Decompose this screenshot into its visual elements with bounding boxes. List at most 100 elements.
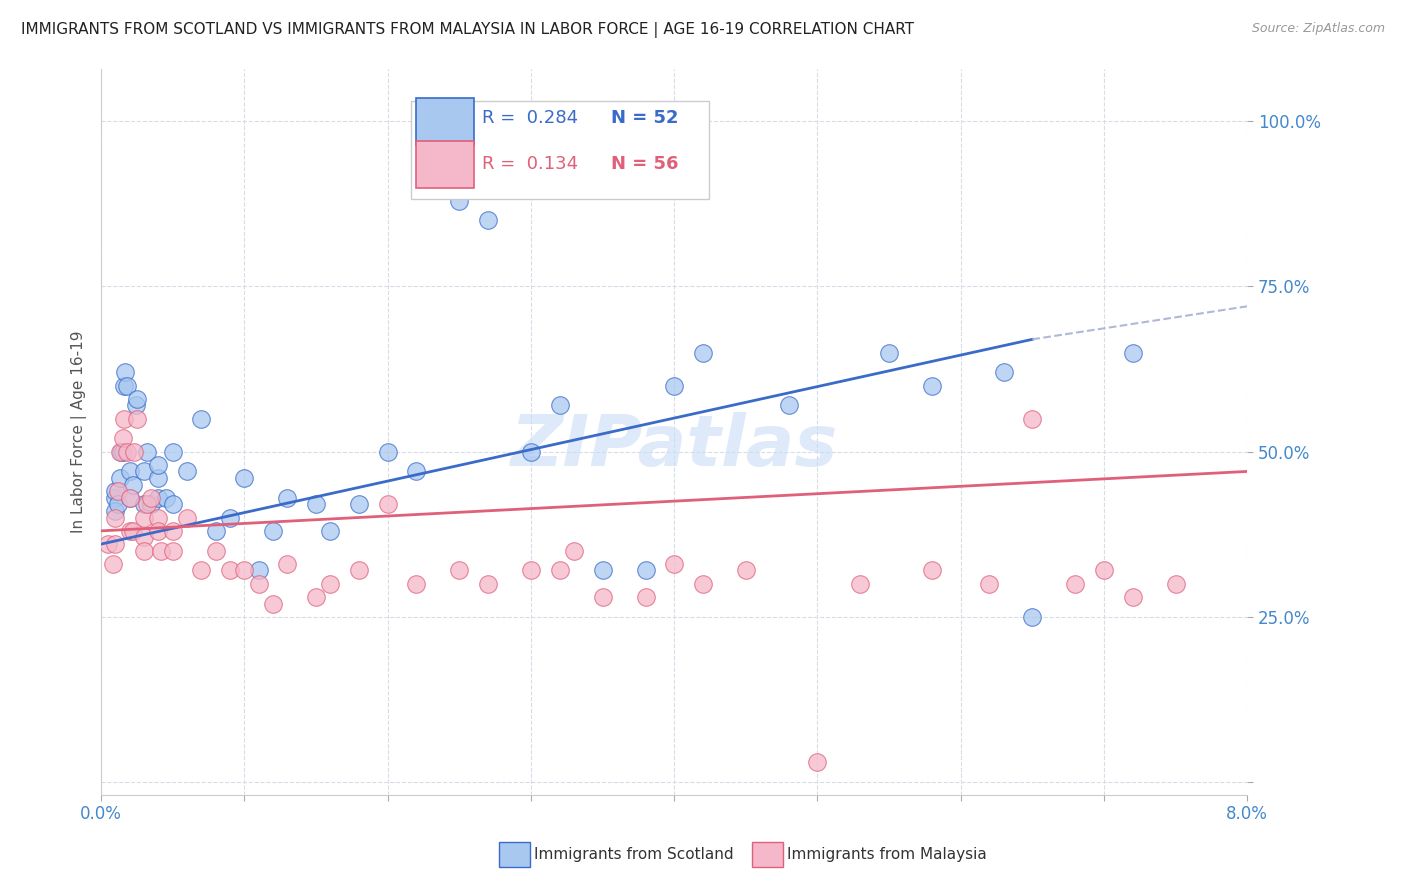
Text: IMMIGRANTS FROM SCOTLAND VS IMMIGRANTS FROM MALAYSIA IN LABOR FORCE | AGE 16-19 : IMMIGRANTS FROM SCOTLAND VS IMMIGRANTS F… — [21, 22, 914, 38]
Point — [114, 365, 136, 379]
Point — [162, 444, 184, 458]
Point — [132, 498, 155, 512]
Point — [122, 444, 145, 458]
Point — [219, 564, 242, 578]
Point — [692, 345, 714, 359]
Point — [305, 498, 328, 512]
Point — [176, 464, 198, 478]
Point — [112, 411, 135, 425]
Point — [276, 557, 298, 571]
Point — [548, 398, 571, 412]
Point — [1064, 576, 1087, 591]
Point — [1122, 345, 1144, 359]
Point — [634, 590, 657, 604]
Point — [118, 491, 141, 505]
Point — [449, 564, 471, 578]
Point — [405, 576, 427, 591]
Point — [262, 597, 284, 611]
Point — [405, 464, 427, 478]
Point — [148, 491, 170, 505]
FancyBboxPatch shape — [411, 101, 709, 199]
Point — [849, 576, 872, 591]
Text: Immigrants from Malaysia: Immigrants from Malaysia — [787, 847, 987, 862]
Point — [104, 491, 127, 505]
Text: R =  0.284: R = 0.284 — [482, 109, 578, 127]
Point — [104, 537, 127, 551]
Point — [97, 537, 120, 551]
Point — [562, 543, 585, 558]
Point — [204, 543, 226, 558]
Point — [634, 564, 657, 578]
Point — [190, 411, 212, 425]
Point — [477, 213, 499, 227]
Point — [132, 543, 155, 558]
Point — [319, 524, 342, 538]
Point — [118, 491, 141, 505]
Point — [155, 491, 177, 505]
Point — [734, 564, 756, 578]
Point — [664, 378, 686, 392]
Text: Immigrants from Scotland: Immigrants from Scotland — [534, 847, 734, 862]
Point — [104, 510, 127, 524]
Point — [347, 564, 370, 578]
Point — [262, 524, 284, 538]
Point — [921, 564, 943, 578]
Point — [377, 498, 399, 512]
Point — [111, 444, 134, 458]
Point — [148, 524, 170, 538]
Point — [979, 576, 1001, 591]
Point — [520, 564, 543, 578]
Point — [132, 531, 155, 545]
Point — [148, 458, 170, 472]
Point — [520, 444, 543, 458]
Text: Source: ZipAtlas.com: Source: ZipAtlas.com — [1251, 22, 1385, 36]
Point — [204, 524, 226, 538]
Point — [111, 431, 134, 445]
Point — [104, 484, 127, 499]
Point — [247, 576, 270, 591]
Point — [136, 444, 159, 458]
Point — [125, 392, 148, 406]
Point — [112, 378, 135, 392]
Point — [121, 524, 143, 538]
Point — [377, 444, 399, 458]
Point — [118, 524, 141, 538]
Point — [477, 576, 499, 591]
Point — [132, 464, 155, 478]
Point — [1164, 576, 1187, 591]
Text: ZIPatlas: ZIPatlas — [510, 412, 838, 481]
Point — [247, 564, 270, 578]
Point — [921, 378, 943, 392]
Point — [115, 378, 138, 392]
Point — [305, 590, 328, 604]
Text: N = 56: N = 56 — [612, 155, 679, 173]
Point — [877, 345, 900, 359]
Point — [219, 510, 242, 524]
Point — [162, 524, 184, 538]
Point — [110, 444, 132, 458]
Point — [141, 491, 163, 505]
Point — [107, 498, 129, 512]
Point — [233, 564, 256, 578]
Point — [1092, 564, 1115, 578]
Point — [449, 194, 471, 208]
Point — [276, 491, 298, 505]
Point — [176, 510, 198, 524]
Point — [1021, 609, 1043, 624]
Point — [162, 543, 184, 558]
Point — [664, 557, 686, 571]
FancyBboxPatch shape — [416, 97, 474, 145]
Point — [347, 498, 370, 512]
Point — [124, 398, 146, 412]
Text: R =  0.134: R = 0.134 — [482, 155, 578, 173]
Point — [190, 564, 212, 578]
Point — [778, 398, 800, 412]
Point — [136, 498, 159, 512]
Text: N = 52: N = 52 — [612, 109, 679, 127]
Point — [108, 471, 131, 485]
Point — [806, 755, 828, 769]
Point — [319, 576, 342, 591]
Point — [125, 411, 148, 425]
Point — [132, 510, 155, 524]
Point — [118, 464, 141, 478]
